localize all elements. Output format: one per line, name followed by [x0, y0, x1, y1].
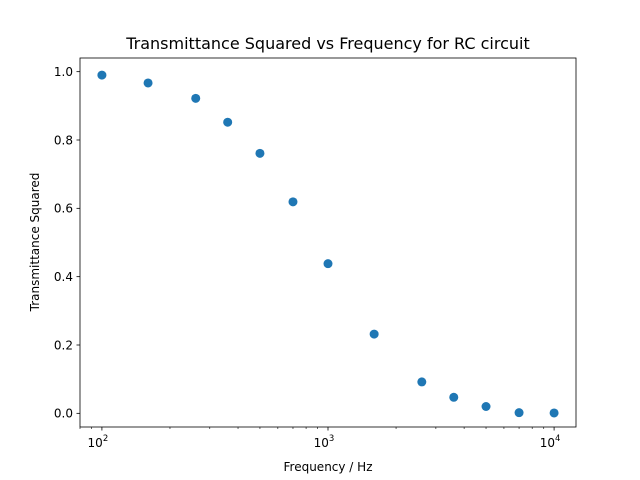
data-point: [255, 148, 265, 158]
data-point: [223, 117, 233, 127]
y-tick-label: 0.6: [54, 202, 73, 216]
x-axis: 102 103 104: [79, 427, 561, 450]
y-tick-label: 0.4: [54, 270, 73, 284]
data-point: [323, 259, 333, 269]
y-axis-title: Transmittance Squared: [28, 173, 42, 313]
plot-frame: [79, 57, 577, 428]
data-point: [417, 377, 427, 387]
x-tick-label: 104: [540, 434, 561, 450]
data-point: [191, 93, 201, 103]
x-tick-label: 102: [88, 434, 109, 450]
data-point: [481, 402, 491, 411]
data-points: [97, 70, 559, 418]
data-point: [288, 197, 298, 207]
x-axis-title: Frequency / Hz: [284, 460, 373, 474]
data-point: [549, 408, 559, 418]
data-point: [449, 392, 459, 402]
data-point: [369, 329, 379, 339]
chart-title: Transmittance Squared vs Frequency for R…: [125, 34, 530, 53]
y-tick-label: 1.0: [54, 65, 73, 79]
plot-area: [79, 57, 577, 428]
data-point: [97, 70, 107, 80]
data-point: [143, 78, 153, 88]
y-tick-label: 0.2: [54, 338, 73, 352]
y-tick-label: 0.8: [54, 133, 73, 147]
y-axis: 0.0 0.2 0.4 0.6 0.8 1.0: [54, 65, 80, 421]
y-tick-label: 0.0: [54, 407, 73, 421]
data-point: [514, 408, 524, 418]
x-tick-label: 103: [314, 434, 335, 450]
